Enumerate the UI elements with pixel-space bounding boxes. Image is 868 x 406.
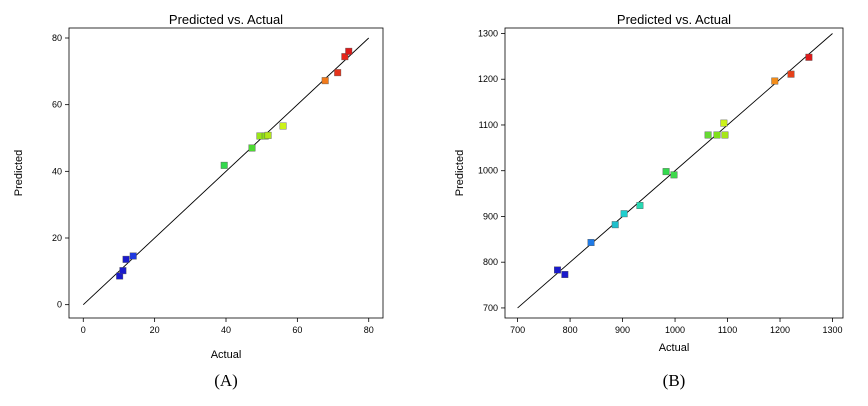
data-point <box>662 168 670 176</box>
y-tick-label: 1200 <box>478 74 498 84</box>
x-tick-label: 20 <box>150 325 160 335</box>
data-point <box>636 202 644 209</box>
data-point <box>587 239 595 246</box>
x-tick-label: 40 <box>221 325 231 335</box>
chart-title: Predicted vs. Actual <box>169 12 283 27</box>
y-axis-label: Predicted <box>13 150 25 196</box>
x-tick-label: 900 <box>615 325 630 335</box>
x-tick-label: 1100 <box>718 325 737 335</box>
data-point <box>805 53 813 61</box>
x-tick-label: 1300 <box>822 325 842 335</box>
x-axis-label: Actual <box>659 342 690 354</box>
data-point <box>720 119 728 127</box>
y-tick-label: 80 <box>52 33 62 43</box>
y-tick-label: 800 <box>483 257 498 267</box>
data-point <box>554 266 561 274</box>
x-tick-label: 0 <box>81 325 86 335</box>
data-point <box>129 252 137 260</box>
x-axis-label: Actual <box>211 349 242 361</box>
y-tick-label: 1000 <box>478 166 498 176</box>
y-tick-label: 900 <box>483 211 498 221</box>
data-point <box>341 53 349 61</box>
data-point <box>248 144 256 152</box>
chart-panel-b: Predicted vs. Actual Actual Predicted 700 80… <box>454 12 844 390</box>
data-point <box>787 70 795 78</box>
data-point <box>670 171 678 179</box>
data-point <box>620 210 628 218</box>
y-tick-label: 20 <box>52 233 62 243</box>
y-tick-label: 0 <box>57 300 62 310</box>
data-point <box>704 131 712 139</box>
data-point <box>119 267 127 275</box>
data-point <box>122 255 130 263</box>
data-point <box>345 47 353 55</box>
y-tick-label: 1300 <box>478 28 498 38</box>
data-point <box>334 69 342 77</box>
x-tick-label: 1000 <box>665 325 685 335</box>
data-point <box>220 161 228 169</box>
x-tick-label: 700 <box>510 325 525 335</box>
reference-line <box>82 37 370 305</box>
chart-panel-a: Predicted vs. Actual Actual Predicted 0 20 40… <box>13 12 384 390</box>
chart-title: Predicted vs. Actual <box>617 12 731 27</box>
y-tick-label: 700 <box>483 303 498 313</box>
data-point <box>279 122 287 130</box>
y-tick-label: 1100 <box>479 120 498 130</box>
reference-line <box>517 33 833 309</box>
x-tick-label: 1200 <box>770 325 790 335</box>
data-point <box>721 131 729 139</box>
data-point <box>713 131 721 139</box>
y-tick-label: 60 <box>52 100 62 110</box>
panel-label: (A) <box>214 371 238 390</box>
y-axis-label: Predicted <box>454 150 466 196</box>
y-tick-label: 40 <box>52 166 62 176</box>
data-point <box>321 77 329 85</box>
data-point <box>611 221 619 229</box>
x-tick-label: 60 <box>292 325 302 335</box>
data-point <box>264 131 272 139</box>
panel-label: (B) <box>663 371 686 390</box>
x-tick-label: 800 <box>563 325 578 335</box>
data-point <box>771 77 779 85</box>
data-point <box>561 271 569 278</box>
x-tick-label: 80 <box>364 325 374 335</box>
